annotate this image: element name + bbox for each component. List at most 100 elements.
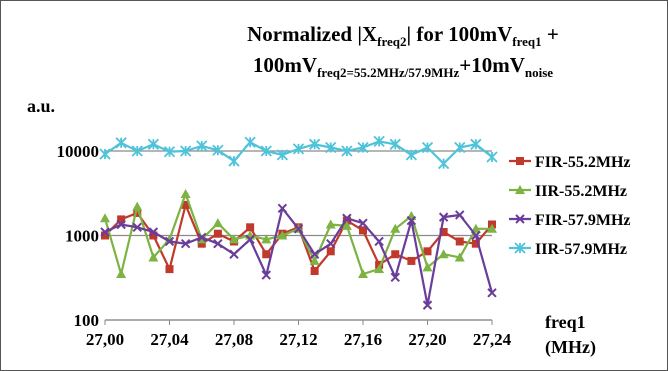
data-point [180, 188, 191, 198]
data-point [292, 143, 305, 155]
x-tick-label: 27,08 [215, 330, 253, 349]
data-point [116, 269, 127, 279]
data-point [342, 216, 351, 225]
data-point [455, 237, 464, 246]
data-point [262, 250, 271, 259]
data-point [437, 157, 450, 170]
x-tick-label: 27,04 [150, 330, 189, 349]
x-tick-label: 27,00 [86, 330, 124, 349]
x-axis-unit: (MHz) [545, 337, 596, 358]
data-point [212, 218, 223, 228]
data-point [422, 262, 433, 272]
data-point [197, 232, 207, 243]
data-point [326, 238, 336, 249]
data-point [454, 252, 465, 262]
legend-swatch-marker [515, 214, 525, 224]
data-point [163, 146, 176, 158]
data-point [357, 141, 369, 154]
data-point [116, 219, 126, 230]
data-point [180, 238, 191, 249]
legend-entry: IIR-57.9MHz [509, 241, 627, 258]
data-point [438, 212, 449, 222]
data-point [406, 211, 417, 221]
series-fir-55-2mhz [101, 200, 496, 276]
series-iir-57-9mhz [99, 135, 498, 170]
data-point [213, 229, 222, 238]
data-point [229, 234, 239, 244]
series-layer [99, 135, 498, 310]
data-point [131, 145, 143, 157]
y-tick-label: 1000 [65, 227, 99, 246]
x-axis-title: freq1 [545, 312, 586, 332]
legend-entry: FIR-57.9MHz [509, 212, 631, 229]
data-point [261, 270, 271, 280]
legend-entry: IIR-55.2MHz [509, 183, 627, 200]
data-point [486, 151, 498, 163]
data-point [99, 148, 111, 160]
data-point [196, 140, 208, 152]
data-point [422, 300, 433, 310]
data-point [261, 234, 272, 244]
data-point [471, 230, 481, 241]
data-point [132, 201, 143, 211]
data-point [276, 149, 289, 161]
data-point [341, 145, 353, 157]
data-point [325, 219, 336, 229]
data-point [213, 238, 223, 249]
data-point [277, 230, 288, 240]
data-point [115, 137, 127, 149]
data-point [149, 231, 158, 240]
data-point [228, 155, 240, 167]
legend-label: IIR-57.9MHz [535, 241, 627, 258]
data-point [439, 228, 448, 237]
data-point [246, 223, 255, 232]
data-point [197, 239, 206, 248]
y-axis-title: a.u. [27, 96, 55, 116]
chart-title-line-2: 100mVfreq2=55.2MHz/57.9MHz+10mVnoise [253, 53, 553, 80]
data-point [309, 255, 320, 265]
data-point [260, 145, 272, 157]
data-point [454, 141, 466, 154]
data-point [341, 220, 352, 230]
grid-layer [105, 150, 492, 321]
tick-layer: 100 1000 10000 27,00 27,04 27,08 27,12 27,16 27,… [57, 142, 512, 349]
data-point [423, 247, 432, 256]
data-point [438, 249, 449, 259]
data-point [455, 210, 465, 220]
data-point [148, 252, 159, 262]
data-point [373, 135, 385, 148]
data-point [342, 213, 352, 223]
legend-entry: FIR-55.2MHz [509, 154, 631, 171]
data-point [277, 203, 288, 213]
data-point [212, 144, 224, 156]
legend: FIR-55.2MHz IIR-55.2MHz FIR-57.9MHz IIR-57.… [509, 154, 631, 258]
data-point [133, 208, 142, 217]
data-point [487, 223, 497, 233]
x-tick-label: 27,16 [344, 330, 382, 349]
data-point [308, 138, 321, 150]
data-point [310, 267, 319, 276]
data-point [405, 149, 418, 161]
data-point [421, 141, 434, 154]
data-point [358, 218, 368, 228]
data-point [471, 239, 480, 248]
data-point [390, 272, 400, 283]
x-tick-label: 27,12 [279, 330, 317, 349]
data-point [165, 265, 174, 274]
series-fir-57-9mhz [100, 203, 497, 310]
y-tick-label: 10000 [57, 142, 100, 161]
y-tick-label: 100 [74, 311, 100, 330]
data-point [181, 200, 190, 209]
data-point [325, 141, 337, 154]
legend-label: IIR-55.2MHz [535, 183, 627, 200]
legend-label: FIR-57.9MHz [535, 212, 631, 229]
x-tick-label: 27,20 [408, 330, 446, 349]
series-line [103, 192, 492, 276]
data-point [406, 215, 417, 226]
data-point [309, 249, 320, 259]
data-point [229, 249, 239, 259]
data-point [164, 236, 175, 247]
legend-swatch-marker [516, 157, 524, 165]
legend-swatch-marker [515, 185, 525, 194]
